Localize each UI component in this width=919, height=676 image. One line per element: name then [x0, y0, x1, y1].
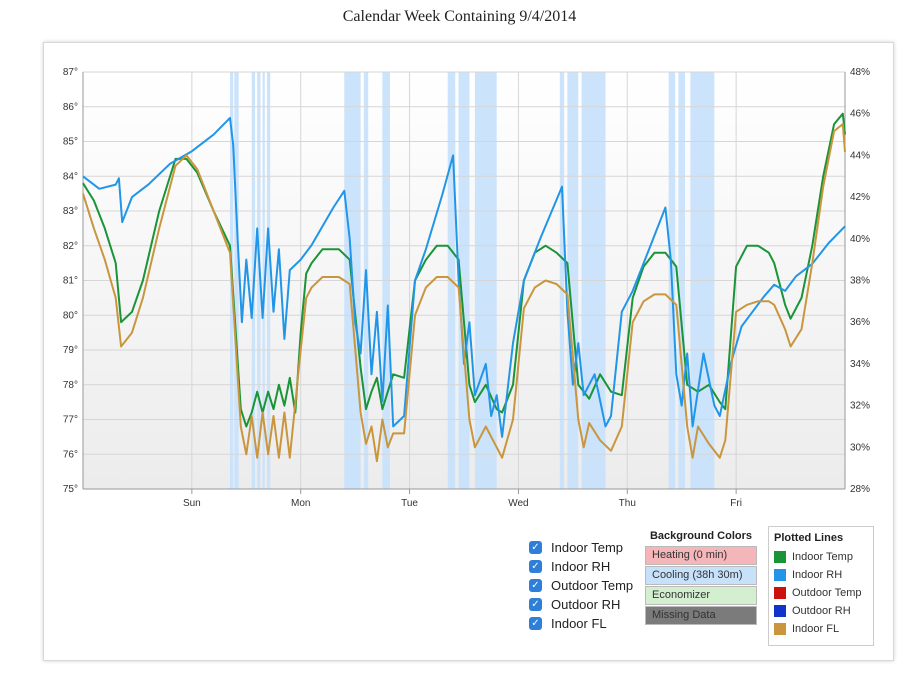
y-left-tick-label: 85°: [63, 137, 78, 148]
series-toggle-indoor-temp[interactable]: ✓ Indoor Temp: [529, 538, 633, 557]
y-left-tick-label: 87°: [63, 67, 78, 78]
legend-label: Indoor RH: [792, 569, 843, 581]
y-left-tick-label: 86°: [63, 102, 78, 113]
legend-swatch: [774, 569, 786, 581]
y-left-tick-label: 76°: [63, 449, 78, 460]
y-left-tick-label: 77°: [63, 415, 78, 426]
page-title: Calendar Week Containing 9/4/2014: [342, 8, 577, 25]
y-left-tick-label: 82°: [63, 241, 78, 252]
legend-label: Indoor FL: [792, 623, 840, 635]
y-left-tick-label: 81°: [63, 276, 78, 287]
y-right-tick-label: 38%: [850, 276, 870, 287]
y-right-tick-label: 30%: [850, 442, 870, 453]
legend-label: Outdoor Temp: [792, 587, 862, 599]
legend-swatch: [774, 605, 786, 617]
y-left-tick-label: 83°: [63, 206, 78, 217]
checkbox-label: Indoor Temp: [551, 540, 624, 555]
background-color-item: Missing Data: [645, 606, 757, 625]
y-left-tick-label: 84°: [63, 171, 78, 182]
y-left-tick-label: 80°: [63, 310, 78, 321]
x-tick-label: Tue: [401, 498, 418, 509]
x-tick-label: Wed: [508, 498, 528, 509]
checkbox-icon[interactable]: ✓: [529, 560, 542, 573]
checkbox-icon[interactable]: ✓: [529, 617, 542, 630]
y-right-tick-label: 48%: [850, 67, 870, 78]
series-toggle-indoor-rh[interactable]: ✓ Indoor RH: [529, 557, 633, 576]
y-right-tick-label: 36%: [850, 317, 870, 328]
background-colors-legend: Background Colors Heating (0 min) Cooling…: [645, 530, 757, 626]
series-toggle-outdoor-rh[interactable]: ✓ Outdoor RH: [529, 595, 633, 614]
checkbox-label: Outdoor Temp: [551, 578, 634, 593]
legend-swatch: [774, 551, 786, 563]
checkbox-label: Outdoor RH: [551, 597, 621, 612]
legend-label: Outdoor RH: [792, 605, 851, 617]
y-right-tick-label: 46%: [850, 109, 870, 120]
plotted-line-item: Indoor RH: [769, 566, 873, 584]
y-left-tick-label: 78°: [63, 380, 78, 391]
checkbox-label: Indoor RH: [551, 559, 611, 574]
y-right-tick-label: 42%: [850, 192, 870, 203]
chart-svg: 75° 76° 77° 78° 79° 80° 81° 82° 83° 84° 85° 86° 87° 2…: [63, 67, 870, 509]
x-tick-label: Fri: [730, 498, 742, 509]
background-color-item: Cooling (38h 30m): [645, 566, 757, 585]
checkbox-label: Indoor FL: [551, 616, 607, 631]
legend-swatch: [774, 587, 786, 599]
background-color-item: Economizer: [645, 586, 757, 605]
checkbox-icon[interactable]: ✓: [529, 579, 542, 592]
plotted-line-item: Outdoor RH: [769, 602, 873, 620]
plotted-line-item: Indoor FL: [769, 620, 873, 638]
y-right-tick-label: 44%: [850, 150, 870, 161]
series-line-indoor-fl: [82, 123, 846, 463]
plotted-line-item: Outdoor Temp: [769, 584, 873, 602]
series-checkbox-list: ✓ Indoor Temp ✓ Indoor RH ✓ Outdoor Temp ✓ Outd…: [529, 538, 633, 633]
legend-swatch: [774, 623, 786, 635]
x-tick-label: Thu: [619, 498, 636, 509]
y-right-tick-label: 28%: [850, 484, 870, 495]
background-color-item: Heating (0 min): [645, 546, 757, 565]
series-line-indoor-rh: [82, 116, 846, 438]
series-toggle-indoor-fl[interactable]: ✓ Indoor FL: [529, 614, 633, 633]
plotted-lines-title: Plotted Lines: [774, 532, 844, 544]
checkbox-icon[interactable]: ✓: [529, 598, 542, 611]
x-tick-label: Sun: [183, 498, 201, 509]
y-left-tick-label: 75°: [63, 484, 78, 495]
legend-label: Indoor Temp: [792, 551, 853, 563]
y-right-tick-label: 32%: [850, 401, 870, 412]
checkbox-icon[interactable]: ✓: [529, 541, 542, 554]
series-toggle-outdoor-temp[interactable]: ✓ Outdoor Temp: [529, 576, 633, 595]
y-left-tick-label: 79°: [63, 345, 78, 356]
plotted-lines-legend: Plotted Lines Indoor Temp Indoor RH Outdoo…: [768, 526, 874, 646]
y-right-tick-label: 34%: [850, 359, 870, 370]
x-tick-label: Mon: [291, 498, 310, 509]
plotted-line-item: Indoor Temp: [769, 548, 873, 566]
chart-panel: 75° 76° 77° 78° 79° 80° 81° 82° 83° 84° 85° 86° 87° 2…: [43, 42, 894, 661]
y-right-tick-label: 40%: [850, 234, 870, 245]
background-colors-title: Background Colors: [649, 530, 753, 542]
